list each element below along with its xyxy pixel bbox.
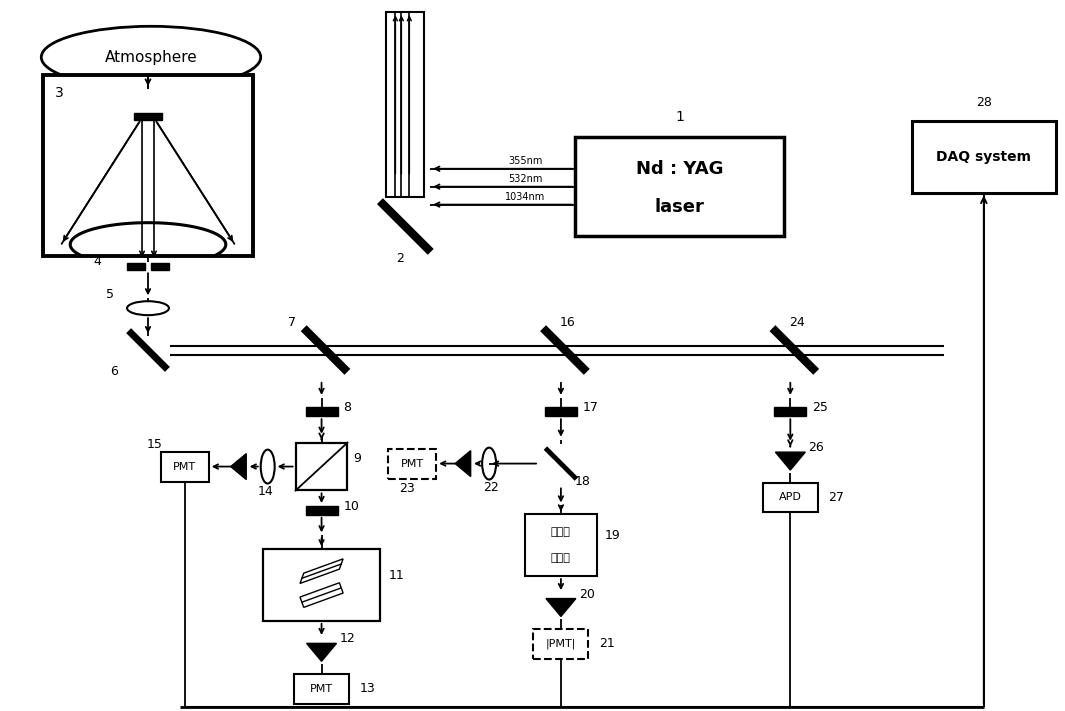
Text: 14: 14 — [258, 485, 274, 498]
Text: 15: 15 — [147, 438, 163, 451]
Bar — [389, 449, 437, 479]
Bar — [545, 407, 577, 416]
Text: 3: 3 — [55, 86, 64, 100]
Bar — [263, 549, 380, 621]
Bar — [763, 483, 818, 513]
Bar — [44, 75, 252, 257]
Text: 24: 24 — [789, 316, 805, 328]
Polygon shape — [300, 559, 343, 584]
Text: PMT: PMT — [400, 459, 424, 469]
Text: 12: 12 — [340, 632, 356, 646]
Text: 7: 7 — [288, 316, 296, 328]
Text: 23: 23 — [399, 482, 415, 495]
Text: 滤波器: 滤波器 — [551, 553, 571, 563]
Text: Atmosphere: Atmosphere — [104, 50, 197, 65]
Text: 355nm: 355nm — [508, 156, 542, 166]
Bar — [151, 263, 169, 270]
Text: 4: 4 — [93, 255, 101, 268]
Text: 17: 17 — [583, 401, 599, 415]
Text: 532nm: 532nm — [508, 173, 542, 183]
Text: Nd : YAG: Nd : YAG — [636, 160, 723, 178]
Text: 20: 20 — [579, 587, 594, 601]
Text: APD: APD — [779, 493, 802, 503]
Text: laser: laser — [655, 198, 705, 215]
Bar — [306, 407, 338, 416]
Bar — [127, 263, 145, 270]
Text: 22: 22 — [484, 481, 499, 494]
Text: 25: 25 — [813, 401, 829, 415]
Text: 1: 1 — [675, 110, 684, 124]
Bar — [294, 674, 349, 704]
Bar — [134, 114, 162, 120]
Text: 碘分子: 碘分子 — [551, 528, 571, 538]
Text: PMT: PMT — [310, 684, 333, 694]
Text: 9: 9 — [354, 452, 361, 465]
Text: 5: 5 — [106, 288, 114, 301]
Text: 21: 21 — [599, 637, 615, 651]
Bar — [296, 443, 347, 491]
Text: 8: 8 — [344, 401, 351, 415]
Text: 10: 10 — [344, 500, 359, 513]
Bar — [534, 629, 588, 659]
Text: 11: 11 — [389, 569, 404, 582]
Polygon shape — [300, 583, 343, 607]
Bar — [161, 451, 209, 481]
Bar — [774, 407, 806, 416]
Text: 6: 6 — [110, 365, 118, 378]
Bar — [912, 121, 1056, 193]
Text: |PMT|: |PMT| — [545, 638, 576, 649]
Text: 28: 28 — [976, 97, 992, 109]
Text: 2: 2 — [396, 252, 405, 265]
Text: 18: 18 — [575, 475, 591, 488]
Polygon shape — [231, 454, 246, 479]
Text: 16: 16 — [560, 316, 576, 328]
Bar — [306, 506, 338, 515]
Text: DAQ system: DAQ system — [936, 150, 1031, 164]
Bar — [575, 137, 784, 237]
Polygon shape — [455, 451, 471, 476]
Polygon shape — [775, 452, 805, 470]
Bar — [387, 12, 424, 197]
Polygon shape — [546, 599, 576, 616]
Text: 19: 19 — [605, 529, 621, 542]
Text: 13: 13 — [360, 682, 375, 695]
Text: 26: 26 — [808, 441, 824, 454]
Text: PMT: PMT — [174, 461, 196, 471]
Text: 27: 27 — [829, 491, 845, 504]
Text: 1034nm: 1034nm — [505, 192, 545, 202]
Bar — [525, 514, 596, 576]
Polygon shape — [307, 643, 337, 661]
